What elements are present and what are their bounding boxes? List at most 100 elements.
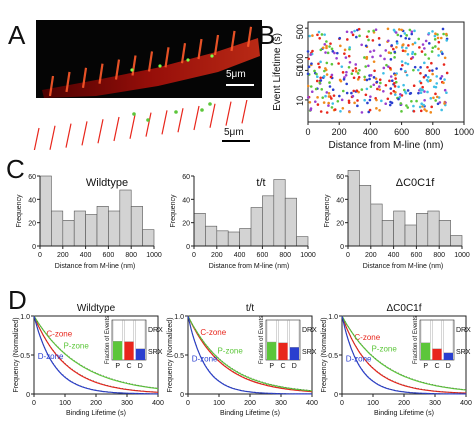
scatter-point bbox=[365, 87, 369, 91]
x-tick-label: 800 bbox=[279, 252, 291, 259]
inset-drx-label: DRX bbox=[148, 327, 163, 334]
series-label-d-zone: D-zone bbox=[346, 354, 372, 363]
scatter-point bbox=[374, 28, 378, 32]
scatter-point bbox=[377, 37, 381, 40]
scatter-point bbox=[333, 51, 336, 55]
scatter-point bbox=[365, 78, 369, 82]
y-tick-label: 0 bbox=[340, 244, 344, 251]
scatter-point bbox=[376, 87, 379, 91]
scatter-point bbox=[367, 30, 371, 33]
x-tick-label: 400 bbox=[234, 252, 246, 259]
scatter-point bbox=[436, 36, 440, 40]
x-tick-label: 400 bbox=[152, 400, 164, 407]
scatter-point bbox=[428, 79, 432, 83]
scatter-point bbox=[412, 109, 416, 113]
sarcomere-schematic bbox=[33, 100, 248, 150]
fluorescence-micrograph: 5μm bbox=[36, 20, 262, 98]
inset-drx-label: DRX bbox=[302, 327, 317, 334]
scatter-point bbox=[400, 110, 403, 113]
scatter-point bbox=[330, 73, 334, 77]
y-tick-label: 40 bbox=[28, 197, 36, 204]
scatter-point bbox=[357, 90, 360, 94]
y-tick-label: 0.5 bbox=[174, 353, 184, 360]
z-line bbox=[97, 119, 104, 144]
scatter-point bbox=[411, 42, 415, 46]
scatter-point bbox=[412, 68, 415, 72]
scatter-point bbox=[341, 71, 345, 74]
inset-bar-drx bbox=[432, 348, 442, 360]
inset-y-label: Fraction of Events bbox=[413, 316, 419, 364]
decay-curve-p-zone bbox=[341, 315, 467, 391]
scatter-point bbox=[441, 27, 445, 31]
inset-category-label: D bbox=[446, 363, 451, 370]
scatter-point bbox=[430, 61, 433, 65]
series-label-p-zone: P-zone bbox=[217, 347, 243, 356]
scatter-point bbox=[347, 54, 351, 58]
scatter-point bbox=[389, 58, 393, 61]
scatter-point bbox=[341, 106, 345, 110]
scatter-point bbox=[372, 29, 375, 33]
x-axis-label: Binding Lifetime (s) bbox=[374, 410, 434, 417]
scatter-point bbox=[323, 69, 326, 73]
y-axis-label: Event Lifetime (s) bbox=[272, 33, 283, 111]
scatter-point bbox=[398, 95, 402, 99]
scatter-point bbox=[400, 28, 404, 32]
scatter-point bbox=[425, 109, 428, 113]
histogram-bar bbox=[227, 231, 240, 247]
scatter-point bbox=[369, 50, 372, 53]
scatter-point bbox=[411, 50, 415, 54]
histogram-bar bbox=[85, 214, 98, 247]
scale-bar-bottom bbox=[222, 140, 250, 142]
inset-srx-label: SRX bbox=[148, 349, 163, 356]
x-tick-label: 100 bbox=[367, 400, 379, 407]
scale-label-top: 5μm bbox=[226, 69, 246, 80]
scatter-point bbox=[442, 81, 445, 85]
scatter-point bbox=[421, 88, 424, 92]
scatter-point bbox=[442, 32, 445, 36]
scatter-point bbox=[306, 84, 310, 88]
scatter-point bbox=[397, 85, 400, 89]
myosin-spot bbox=[130, 68, 134, 72]
chart-title: ΔC0C1f bbox=[386, 303, 421, 314]
x-axis-label: Distance from M-line (nm) bbox=[209, 263, 290, 270]
scatter-point bbox=[345, 91, 349, 95]
scatter-point bbox=[408, 92, 412, 95]
inset-bar-drx bbox=[135, 348, 145, 360]
x-tick-label: 100 bbox=[213, 400, 225, 407]
scatter-point bbox=[417, 91, 420, 95]
x-tick-label: 400 bbox=[460, 400, 472, 407]
scatter-point bbox=[423, 98, 426, 102]
histogram-bar bbox=[205, 225, 218, 247]
x-tick-label: 0 bbox=[192, 252, 196, 259]
scatter-point bbox=[384, 83, 388, 87]
scatter-point bbox=[437, 47, 440, 51]
inset-bar-srx bbox=[289, 319, 300, 348]
x-tick-label: 600 bbox=[103, 252, 115, 259]
scatter-point bbox=[364, 44, 368, 48]
scatter-point bbox=[396, 33, 400, 37]
chart-c-dc0c1f-histogram: 0 200 400 600 800 1000 0 20 40 60 Distance from M-… bbox=[324, 170, 470, 270]
scatter-point bbox=[351, 94, 355, 98]
scatter-point bbox=[420, 102, 423, 106]
scatter-point bbox=[340, 98, 344, 102]
scatter-point bbox=[364, 65, 368, 68]
scatter-point bbox=[347, 99, 351, 103]
scatter-point bbox=[307, 65, 311, 69]
scatter-point bbox=[407, 37, 411, 41]
inset-category-label: D bbox=[292, 363, 297, 370]
scatter-point bbox=[418, 46, 421, 49]
scatter-point bbox=[321, 96, 325, 99]
fit-curve bbox=[187, 315, 313, 391]
scatter-point bbox=[316, 103, 320, 106]
scatter-point bbox=[410, 30, 414, 34]
y-tick-label: 20 bbox=[28, 221, 36, 228]
histogram-bar bbox=[427, 210, 440, 247]
scatter-point bbox=[324, 94, 327, 98]
scatter-point bbox=[445, 71, 449, 75]
series-label-c-zone: C-zone bbox=[200, 328, 226, 337]
scatter-point bbox=[422, 75, 426, 79]
series-label-p-zone: P-zone bbox=[371, 344, 397, 353]
scatter-point bbox=[393, 56, 396, 59]
scatter-point bbox=[394, 73, 397, 77]
inset-srx-label: SRX bbox=[302, 349, 317, 356]
